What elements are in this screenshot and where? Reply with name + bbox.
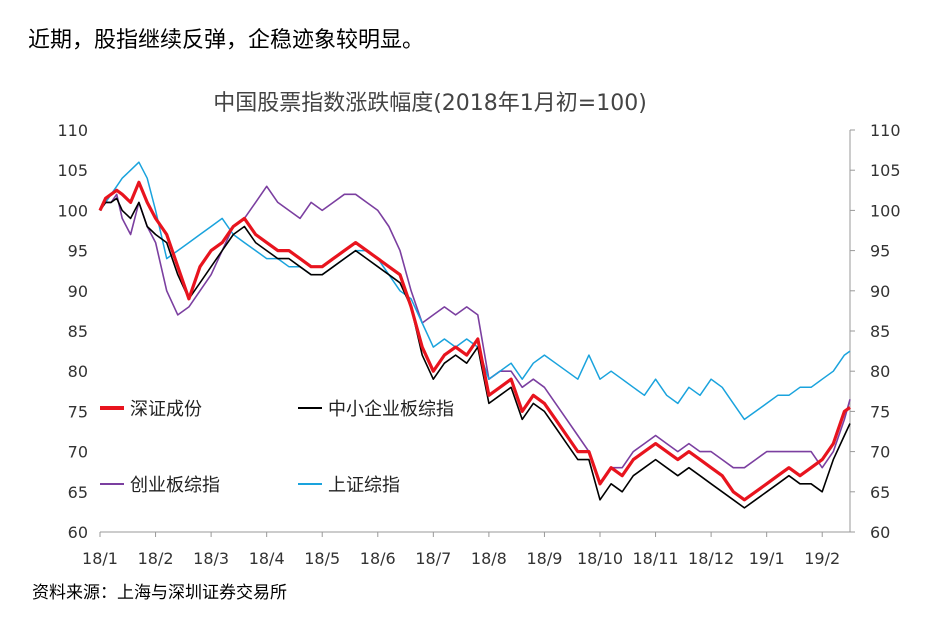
x-tick-label: 18/2 bbox=[138, 549, 174, 568]
series-layer bbox=[98, 161, 851, 509]
y2-tick-label: 75 bbox=[870, 402, 890, 421]
x-tick-label: 18/4 bbox=[249, 549, 285, 568]
y-tick-label: 100 bbox=[57, 201, 88, 220]
x-tick-label: 18/9 bbox=[526, 549, 562, 568]
y2-tick-label: 70 bbox=[870, 443, 890, 462]
y-tick-label: 85 bbox=[68, 322, 88, 341]
legend-label-0: 深证成份 bbox=[130, 399, 202, 420]
x-tick-label: 18/7 bbox=[415, 549, 451, 568]
y-tick-label: 80 bbox=[68, 362, 88, 381]
y2-tick-label: 105 bbox=[870, 161, 901, 180]
x-tick-label: 19/1 bbox=[749, 549, 785, 568]
y2-tick-label: 85 bbox=[870, 322, 890, 341]
series-line-1 bbox=[99, 197, 851, 509]
y2-tick-label: 60 bbox=[870, 523, 890, 542]
series-line-0 bbox=[98, 180, 851, 502]
y-tick-label: 60 bbox=[68, 523, 88, 542]
y-tick-label: 70 bbox=[68, 443, 88, 462]
y-tick-label: 65 bbox=[68, 483, 88, 502]
data-source-note: 资料来源：上海与深圳证券交易所 bbox=[32, 583, 287, 603]
x-tick-label: 18/8 bbox=[471, 549, 507, 568]
legend-label-2: 创业板综指 bbox=[130, 475, 220, 496]
series-line-2 bbox=[99, 185, 851, 485]
y2-tick-label: 80 bbox=[870, 362, 890, 381]
y2-tick-label: 110 bbox=[870, 121, 901, 140]
x-tick-label: 18/11 bbox=[633, 549, 679, 568]
y-tick-label: 95 bbox=[68, 242, 88, 261]
x-tick-label: 18/1 bbox=[82, 549, 118, 568]
y2-tick-label: 95 bbox=[870, 242, 890, 261]
legend-label-1: 中小企业板综指 bbox=[328, 399, 454, 420]
x-tick-label: 18/3 bbox=[193, 549, 229, 568]
y2-tick-label: 65 bbox=[870, 483, 890, 502]
x-tick-label: 19/2 bbox=[804, 549, 840, 568]
y2-tick-label: 90 bbox=[870, 282, 890, 301]
x-tick-label: 18/6 bbox=[360, 549, 396, 568]
x-tick-label: 18/5 bbox=[304, 549, 340, 568]
axes-layer: 60 65 70 75 80 85 90 95 100 105 110 60 65 70 75 80 85 90 9… bbox=[57, 121, 900, 568]
page-headline: 近期，股指继续反弹，企稳迹象较明显。 bbox=[28, 28, 425, 53]
series-line-3 bbox=[99, 161, 851, 421]
y2-tick-label: 100 bbox=[870, 201, 901, 220]
y-tick-label: 75 bbox=[68, 402, 88, 421]
chart-title: 中国股票指数涨跌幅度(2018年1月初=100) bbox=[213, 91, 647, 116]
y-tick-label: 90 bbox=[68, 282, 88, 301]
x-tick-label: 18/10 bbox=[577, 549, 623, 568]
y-tick-label: 110 bbox=[57, 121, 88, 140]
legend-label-3: 上证综指 bbox=[328, 475, 400, 496]
x-tick-label: 18/12 bbox=[688, 549, 734, 568]
y-tick-label: 105 bbox=[57, 161, 88, 180]
